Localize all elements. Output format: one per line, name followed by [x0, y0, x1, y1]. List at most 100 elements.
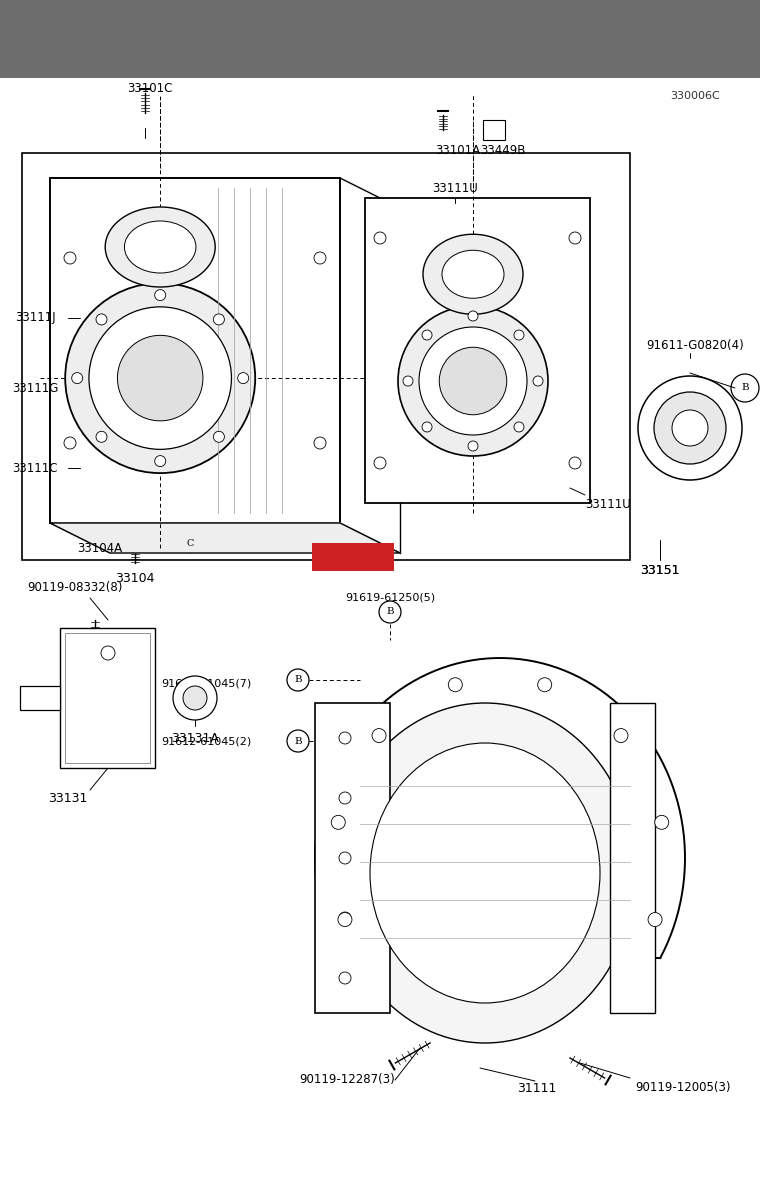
- Text: 90119-12287(3): 90119-12287(3): [299, 1074, 395, 1087]
- Circle shape: [339, 912, 351, 924]
- Circle shape: [439, 347, 507, 415]
- Circle shape: [339, 732, 351, 744]
- Ellipse shape: [442, 251, 504, 298]
- Text: C: C: [186, 538, 194, 548]
- Circle shape: [118, 335, 203, 421]
- Circle shape: [331, 815, 345, 829]
- Circle shape: [214, 431, 224, 442]
- Circle shape: [569, 457, 581, 469]
- Circle shape: [422, 422, 432, 432]
- Text: 33131A: 33131A: [171, 732, 219, 745]
- Text: 33111C: 33111C: [12, 461, 58, 474]
- Bar: [315, 703, 390, 1013]
- Text: B: B: [741, 384, 749, 392]
- Circle shape: [314, 252, 326, 264]
- Text: B: B: [294, 737, 302, 746]
- Circle shape: [314, 437, 326, 449]
- Text: 91612-61045(7): 91612-61045(7): [162, 678, 252, 688]
- Circle shape: [654, 815, 669, 829]
- Text: TOYOTA - 3311133030    N - 33111: TOYOTA - 3311133030 N - 33111: [165, 29, 595, 49]
- Circle shape: [64, 252, 76, 264]
- Ellipse shape: [335, 703, 635, 1043]
- Circle shape: [339, 852, 351, 864]
- Circle shape: [468, 311, 478, 321]
- Circle shape: [514, 422, 524, 432]
- Text: 33104: 33104: [116, 571, 155, 584]
- Text: 33151: 33151: [640, 563, 679, 576]
- Text: 330006C: 330006C: [670, 91, 720, 101]
- Circle shape: [214, 314, 224, 324]
- Text: 91619-61250(5): 91619-61250(5): [345, 593, 435, 604]
- Bar: [20, 685, 60, 710]
- Text: 33101A: 33101A: [435, 144, 480, 157]
- Circle shape: [339, 792, 351, 804]
- Circle shape: [654, 392, 726, 465]
- Circle shape: [287, 729, 309, 752]
- Text: 33101C: 33101C: [128, 82, 173, 95]
- Text: B: B: [386, 607, 394, 617]
- Circle shape: [379, 601, 401, 623]
- FancyBboxPatch shape: [312, 543, 394, 571]
- Circle shape: [419, 327, 527, 435]
- Text: 33151: 33151: [640, 563, 679, 576]
- Circle shape: [614, 728, 628, 742]
- Circle shape: [672, 410, 708, 446]
- Circle shape: [374, 232, 386, 244]
- Circle shape: [514, 330, 524, 340]
- Circle shape: [64, 437, 76, 449]
- Text: 33111: 33111: [327, 550, 379, 564]
- Text: 33449B: 33449B: [480, 144, 526, 157]
- Circle shape: [89, 307, 232, 449]
- Text: 33111G: 33111G: [12, 381, 59, 394]
- Circle shape: [374, 457, 386, 469]
- Circle shape: [101, 646, 115, 661]
- Circle shape: [155, 290, 166, 301]
- Circle shape: [183, 685, 207, 710]
- Circle shape: [731, 374, 759, 402]
- Text: 91611-G0820(4): 91611-G0820(4): [646, 339, 744, 352]
- Circle shape: [287, 669, 309, 691]
- Polygon shape: [315, 658, 685, 958]
- Circle shape: [372, 728, 386, 742]
- Bar: [50, 178, 340, 523]
- Text: 90119-12005(3): 90119-12005(3): [635, 1081, 730, 1094]
- Bar: [0, 0, 760, 78]
- Polygon shape: [50, 523, 400, 552]
- Bar: [483, 120, 505, 140]
- Ellipse shape: [423, 234, 523, 315]
- Bar: [65, 633, 150, 763]
- Bar: [22, 153, 630, 560]
- Text: 91612-61045(2): 91612-61045(2): [162, 737, 252, 746]
- Text: B: B: [294, 676, 302, 684]
- Bar: [60, 628, 155, 767]
- Circle shape: [180, 533, 200, 552]
- Ellipse shape: [125, 221, 196, 273]
- Ellipse shape: [370, 742, 600, 1003]
- Circle shape: [338, 912, 352, 927]
- Text: 33131: 33131: [49, 791, 87, 804]
- Circle shape: [96, 314, 107, 324]
- Circle shape: [339, 972, 351, 984]
- Circle shape: [533, 375, 543, 386]
- Circle shape: [403, 375, 413, 386]
- Circle shape: [422, 330, 432, 340]
- Circle shape: [468, 441, 478, 451]
- Ellipse shape: [105, 207, 215, 287]
- Circle shape: [155, 456, 166, 467]
- Circle shape: [638, 375, 742, 480]
- Circle shape: [398, 307, 548, 456]
- Circle shape: [65, 283, 255, 473]
- Circle shape: [648, 912, 662, 927]
- Circle shape: [448, 677, 462, 691]
- Text: 90119-08332(8): 90119-08332(8): [27, 581, 122, 594]
- Circle shape: [71, 373, 83, 384]
- Text: 33111U: 33111U: [432, 182, 478, 195]
- Text: 33111J: 33111J: [14, 311, 55, 324]
- Circle shape: [173, 676, 217, 720]
- Text: 33104A: 33104A: [78, 542, 122, 555]
- Circle shape: [537, 677, 552, 691]
- Circle shape: [569, 232, 581, 244]
- Circle shape: [238, 373, 249, 384]
- Text: 33111U: 33111U: [585, 499, 631, 512]
- Bar: [365, 198, 590, 503]
